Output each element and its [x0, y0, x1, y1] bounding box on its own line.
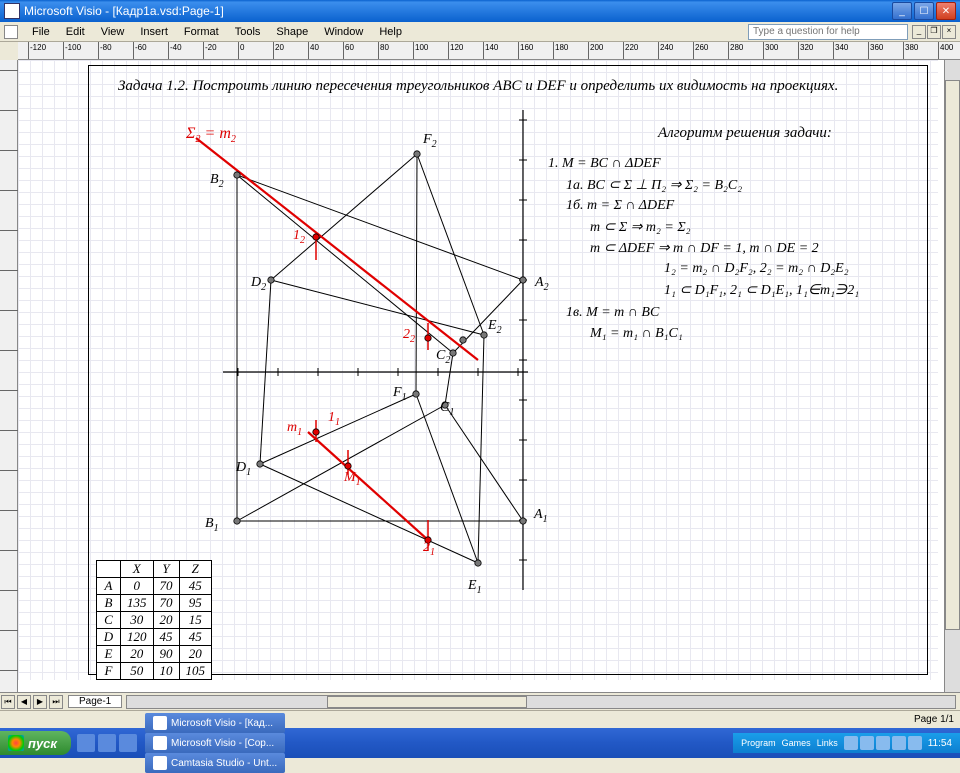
point-label: F2	[423, 132, 437, 150]
point-label: 22	[403, 327, 415, 345]
menu-edit[interactable]: Edit	[58, 24, 93, 40]
menu-help[interactable]: Help	[371, 24, 410, 40]
point-label: F1	[393, 385, 407, 403]
horizontal-scrollbar[interactable]	[126, 695, 956, 709]
table-row: B1357095	[97, 595, 212, 612]
page-tab-bar: ⏮ ◀ ▶ ⏭ Page-1	[0, 692, 960, 710]
nav-prev-button[interactable]: ◀	[17, 695, 31, 709]
menu-tools[interactable]: Tools	[227, 24, 269, 40]
clock[interactable]: 11:54	[928, 738, 952, 749]
window-titlebar: Microsoft Visio - [Кадр1a.vsd:Page-1] _ …	[0, 0, 960, 22]
point-label: C2	[436, 348, 450, 366]
document-icon	[4, 25, 18, 39]
nav-last-button[interactable]: ⏭	[49, 695, 63, 709]
menu-view[interactable]: View	[93, 24, 133, 40]
taskbar-item[interactable]: Camtasia Studio - Unt...	[145, 753, 285, 773]
menu-insert[interactable]: Insert	[132, 24, 176, 40]
table-header	[97, 561, 121, 578]
point-label: M1	[344, 470, 361, 488]
hscroll-thumb[interactable]	[327, 696, 527, 708]
maximize-button[interactable]: ☐	[914, 2, 934, 20]
windows-taskbar: пуск Microsoft Visio - [Кад...Microsoft …	[0, 728, 960, 758]
minimize-button[interactable]: _	[892, 2, 912, 20]
tray-icon[interactable]	[876, 736, 890, 750]
mdi-close-button[interactable]: ×	[942, 25, 956, 39]
mdi-restore-button[interactable]: ❐	[927, 25, 941, 39]
menu-file[interactable]: File	[24, 24, 58, 40]
drawing-canvas[interactable]: Задача 1.2. Построить линию пересечения …	[18, 60, 944, 692]
table-header: X	[121, 561, 154, 578]
vscroll-thumb[interactable]	[945, 80, 960, 630]
window-title: Microsoft Visio - [Кадр1a.vsd:Page-1]	[24, 4, 892, 18]
tray-icon[interactable]	[844, 736, 858, 750]
point-label: A2	[535, 275, 549, 293]
mdi-minimize-button[interactable]: _	[912, 25, 926, 39]
point-label: D2	[251, 275, 266, 293]
menu-window[interactable]: Window	[316, 24, 371, 40]
tray-label[interactable]: Links	[817, 738, 838, 748]
table-row: E209020	[97, 646, 212, 663]
point-label: C1	[440, 400, 454, 418]
point-label: B1	[205, 516, 219, 534]
system-tray: Program Games Links 11:54	[733, 733, 960, 753]
table-row: C302015	[97, 612, 212, 629]
tray-label[interactable]: Program	[741, 738, 776, 748]
help-search-input[interactable]	[748, 24, 908, 40]
table-row: A07045	[97, 578, 212, 595]
tray-icon[interactable]	[892, 736, 906, 750]
quick-launch	[77, 734, 137, 752]
point-label: 21	[423, 540, 435, 558]
tray-icon[interactable]	[908, 736, 922, 750]
point-label: m1	[287, 420, 302, 438]
table-row: F5010105	[97, 663, 212, 680]
tray-icon[interactable]	[860, 736, 874, 750]
table-header: Z	[179, 561, 212, 578]
close-button[interactable]: ✕	[936, 2, 956, 20]
point-label: A1	[534, 507, 548, 525]
nav-next-button[interactable]: ▶	[33, 695, 47, 709]
point-label: Σ2 = m2	[186, 125, 236, 145]
start-button[interactable]: пуск	[0, 731, 71, 755]
point-label: D1	[236, 460, 251, 478]
table-row: D1204545	[97, 629, 212, 646]
menubar: FileEditViewInsertFormatToolsShapeWindow…	[0, 22, 960, 42]
coordinates-table: XYZ A07045B1357095C302015D1204545E209020…	[96, 560, 212, 680]
table-header: Y	[153, 561, 179, 578]
app-icon	[4, 3, 20, 19]
point-label: E2	[488, 318, 502, 336]
horizontal-ruler: -120-100-80-60-40-2002040608010012014016…	[18, 42, 960, 60]
taskbar-item[interactable]: Microsoft Visio - [Кад...	[145, 713, 285, 733]
menu-shape[interactable]: Shape	[268, 24, 316, 40]
point-label: E1	[468, 578, 482, 596]
ql-icon[interactable]	[119, 734, 137, 752]
taskbar-item[interactable]: Microsoft Visio - [Cop...	[145, 733, 285, 753]
ql-icon[interactable]	[98, 734, 116, 752]
nav-first-button[interactable]: ⏮	[1, 695, 15, 709]
ql-icon[interactable]	[77, 734, 95, 752]
tray-label[interactable]: Games	[782, 738, 811, 748]
point-label: 12	[293, 228, 305, 246]
point-label: 11	[328, 410, 340, 428]
page-tab[interactable]: Page-1	[68, 695, 122, 708]
vertical-scrollbar[interactable]	[944, 60, 960, 692]
vertical-ruler	[0, 60, 18, 692]
menu-format[interactable]: Format	[176, 24, 227, 40]
point-label: B2	[210, 172, 224, 190]
